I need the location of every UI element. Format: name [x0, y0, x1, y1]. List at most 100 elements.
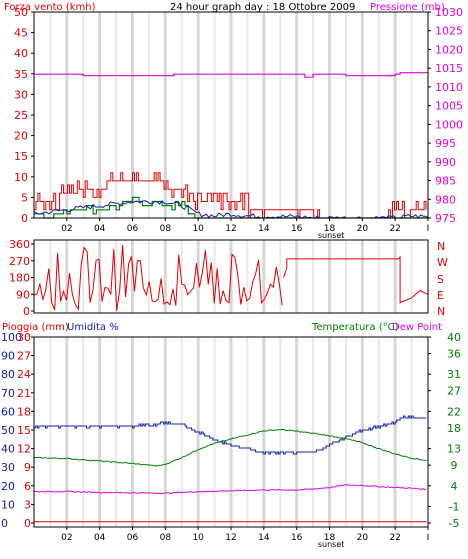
p1-xtick-label: I [427, 224, 430, 234]
p3-xtick-label: 02 [61, 533, 72, 543]
p3-xtick-label: 04 [94, 533, 106, 543]
rain-ytick-label: 9 [24, 461, 31, 474]
direction-cardinal-label: W [437, 256, 448, 269]
p2-gridlines [49, 240, 413, 313]
rain-ytick-label: 30 [17, 331, 31, 344]
humidity-axis-label: Umidita % [67, 322, 119, 333]
wind-ytick-label: 0 [21, 212, 28, 225]
direction-cardinal-label: N [437, 305, 445, 318]
p1-xtick-label: 12 [225, 224, 236, 234]
direction-cardinal-label: E [437, 289, 444, 302]
temp-ytick-label: -1 [449, 500, 460, 513]
rain-ytick-label: 6 [24, 480, 31, 493]
wind-ytick-label: 50 [14, 6, 28, 19]
p3-gridlines [49, 337, 413, 527]
direction-cardinal-label: N [437, 240, 445, 253]
p3-xtick-label: 22 [389, 533, 400, 543]
p1-xtick-label: 04 [94, 224, 106, 234]
temp-ytick-label: 31 [447, 368, 461, 381]
pressure-series-line [34, 72, 428, 78]
pressure-ytick-label: 985 [435, 175, 456, 188]
pressure-ytick-label: 1015 [435, 62, 463, 75]
rain-ytick-label: 24 [17, 368, 31, 381]
wind-ytick-label: 35 [14, 68, 28, 81]
temperature-axis-label: Temperatura (°C) [311, 322, 399, 333]
temp-ytick-label: 27 [447, 385, 461, 398]
p1-xtick-label: 18 [324, 224, 336, 234]
p2-data [33, 244, 429, 311]
rain-ytick-label: 21 [17, 387, 31, 400]
p1-xtick-label: 08 [160, 224, 172, 234]
rain-ytick-label: 27 [17, 350, 31, 363]
temp-ytick-label: 18 [447, 422, 461, 435]
humidity-ytick-label: 0 [1, 517, 8, 530]
p3-xtick-label: 18 [324, 533, 336, 543]
p1-xtick-label: 06 [127, 224, 139, 234]
pressure-ytick-label: 1010 [435, 81, 463, 94]
pressure-ytick-label: 1000 [435, 118, 463, 131]
wind-ytick-label: 20 [14, 130, 28, 143]
pressure-ytick-label: 1020 [435, 43, 463, 56]
direction-ytick-label: 360 [9, 238, 30, 251]
pressure-axis-label: Pressione (mb) [370, 2, 445, 13]
p1-xtick-label: 02 [61, 224, 72, 234]
temp-ytick-label: 13 [447, 443, 461, 456]
wind-ytick-label: 30 [14, 88, 28, 101]
direction-segment-line [283, 258, 399, 278]
wind-ytick-label: 40 [14, 47, 28, 60]
p1-gridlines [49, 12, 413, 218]
humidity-humidity-series-line [34, 415, 427, 455]
p1-data [33, 72, 429, 219]
p1-xtick-label: 20 [357, 224, 369, 234]
humidity-ytick-label: 60 [1, 405, 15, 418]
direction-ytick-label: 0 [23, 305, 30, 318]
p1-xtick-label: 16 [291, 224, 303, 234]
rain-ytick-label: 18 [17, 405, 31, 418]
direction-ytick-label: 270 [9, 255, 30, 268]
p3-sunset-label: sunset [318, 540, 345, 549]
humidity-ytick-label: 10 [1, 498, 15, 511]
rain-ytick-label: 3 [24, 498, 31, 511]
direction-cardinal-label: S [437, 273, 444, 286]
direction-ytick-label: 90 [16, 288, 30, 301]
temp-ytick-label: 40 [447, 331, 461, 344]
rain-ytick-label: 12 [17, 443, 31, 456]
temp-ytick-label: 22 [447, 405, 461, 418]
p1-xtick-label: 14 [258, 224, 270, 234]
p3-data [33, 415, 427, 523]
pressure-ytick-label: 975 [435, 212, 456, 225]
temp-ytick-label: -5 [449, 517, 460, 530]
p1-axis-labels: 0510152025303540455097598098599099510001… [14, 6, 463, 240]
pressure-ytick-label: 980 [435, 193, 456, 206]
p3-xtick-label: 10 [192, 533, 204, 543]
direction-ytick-label: 180 [9, 272, 30, 285]
humidity-ytick-label: 100 [1, 331, 22, 344]
p2-frame [33, 239, 429, 314]
p3-xtick-label: 06 [127, 533, 139, 543]
p3-xtick-label: I [427, 533, 430, 543]
humidity-ytick-label: 20 [1, 480, 15, 493]
pressure-ytick-label: 990 [435, 156, 456, 169]
p3-xtick-label: 12 [225, 533, 236, 543]
p3-xtick-label: 20 [357, 533, 369, 543]
temp-ytick-label: 36 [447, 348, 461, 361]
humidity-ytick-label: 70 [1, 387, 15, 400]
temp-ytick-label: 4 [451, 480, 458, 493]
p1-sunset-label: sunset [318, 231, 345, 240]
rain-ytick-label: 0 [24, 517, 31, 530]
pressure-ytick-label: 1025 [435, 25, 463, 38]
p3-axis-labels: 0102030405060708090100036912151821242730… [1, 331, 461, 549]
p1-xtick-label: 10 [192, 224, 204, 234]
p3-xtick-label: 16 [291, 533, 303, 543]
dewpoint-axis-label: Dew Point [392, 322, 442, 333]
p3-xtick-label: 08 [160, 533, 172, 543]
pressure-ytick-label: 1005 [435, 100, 463, 113]
wind-ytick-label: 25 [14, 109, 28, 122]
p3-xtick-label: 14 [258, 533, 270, 543]
p1-xtick-label: 22 [389, 224, 400, 234]
direction-segment-line [398, 255, 429, 304]
wind-ytick-label: 15 [14, 150, 28, 163]
wind-ytick-label: 10 [14, 171, 28, 184]
